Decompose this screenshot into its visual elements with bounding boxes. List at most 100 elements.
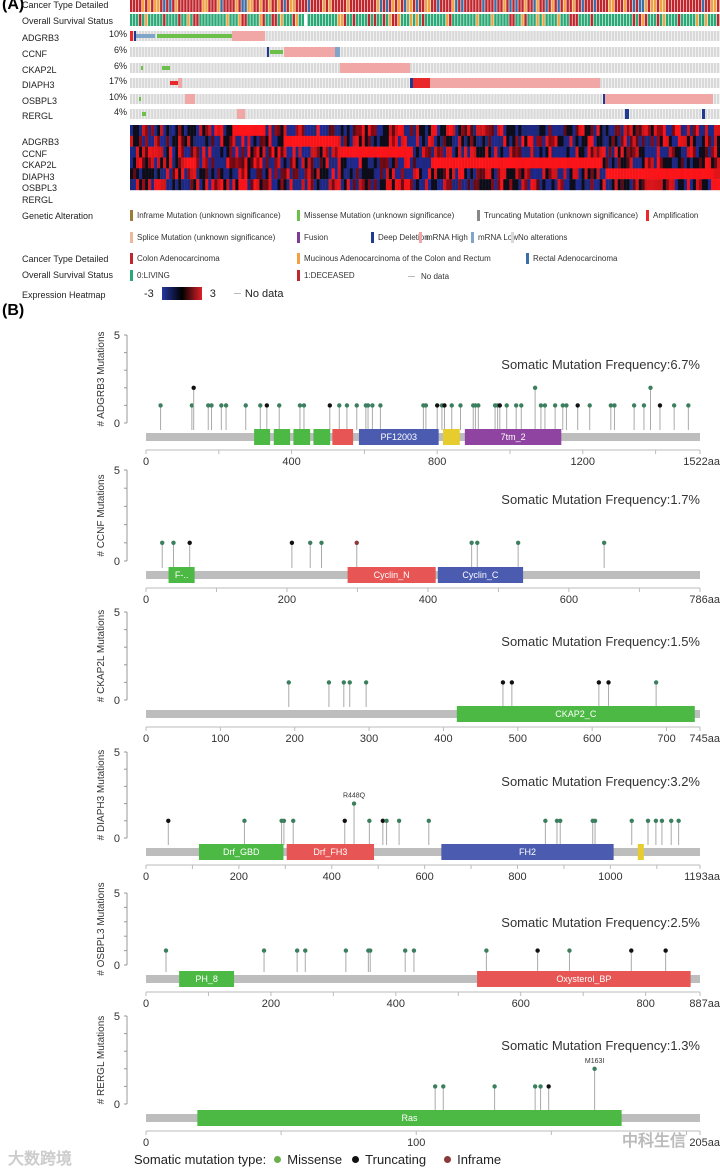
alteration-cell [169, 94, 172, 104]
alteration-cell [662, 78, 666, 88]
alteration-cell [659, 63, 663, 73]
cancer-type-cell [518, 0, 521, 12]
survival-cell [226, 14, 229, 26]
heatmap-cell [268, 157, 272, 169]
survival-cell [623, 14, 627, 26]
heatmap-cell [524, 146, 528, 158]
alteration-cell [425, 31, 428, 41]
alteration-cell [400, 47, 404, 57]
heatmap-cell [668, 125, 673, 137]
alteration-cell [482, 47, 485, 57]
survival-cell [593, 14, 596, 26]
cancer-type-cell [680, 0, 684, 12]
cancer-type-cell [707, 0, 711, 12]
alteration-cell [476, 31, 479, 41]
heatmap-cell [686, 179, 691, 191]
heatmap-cell [220, 157, 224, 169]
heatmap-cell [710, 168, 715, 180]
heatmap-gradient [161, 287, 202, 300]
heatmap-cell [665, 179, 670, 191]
alteration-cell [626, 63, 630, 73]
alteration-cell [340, 94, 344, 104]
alteration-cell [229, 109, 232, 119]
cancer-type-cell [626, 0, 630, 12]
genetic-alteration-legend-item: Splice Mutation (unknown significance) [130, 232, 275, 243]
alteration-cell [205, 78, 208, 88]
alteration-cell [464, 31, 467, 41]
heatmap-cell [539, 125, 543, 137]
alteration-cell [548, 109, 551, 119]
heatmap-cell [605, 125, 609, 137]
alteration-cell [178, 47, 181, 57]
heatmap-cell [235, 125, 239, 137]
heatmap-cell [379, 135, 384, 147]
alteration-cell [518, 31, 521, 41]
alteration-cell [563, 31, 566, 41]
heatmap-cell [238, 168, 242, 180]
lollipop-head [341, 680, 347, 685]
survival-cell [482, 14, 485, 26]
heatmap-cell [647, 135, 651, 147]
cancer-type-cell [647, 0, 651, 12]
heatmap-cell [163, 135, 167, 147]
heatmap-cell [623, 157, 627, 169]
alteration-cell [545, 47, 548, 57]
heatmap-cell [181, 157, 185, 169]
alteration-cell [145, 47, 148, 57]
alteration-cell [148, 109, 151, 119]
heatmap-cell [491, 168, 495, 180]
heatmap-cell [485, 135, 489, 147]
heatmap-cell [446, 146, 450, 158]
heatmap-cell [136, 125, 140, 137]
heatmap-cell [698, 135, 703, 147]
survival-cell [331, 14, 335, 26]
alteration-mark [430, 78, 600, 88]
survival-cell [557, 14, 560, 26]
heatmap-cell [247, 146, 251, 158]
alteration-cell [512, 109, 515, 119]
heatmap-cell [241, 146, 245, 158]
cancer-type-cell [479, 0, 482, 12]
heatmap-cell [587, 146, 591, 158]
alteration-cell [304, 109, 308, 119]
alteration-cell [283, 109, 286, 119]
heatmap-cell [382, 125, 387, 137]
alteration-cell [262, 47, 265, 57]
heatmap-cell [382, 135, 387, 147]
lollipop-head [608, 403, 614, 408]
alteration-cell [512, 94, 515, 104]
alteration-cell [403, 78, 407, 88]
heatmap-cell [566, 125, 570, 137]
heatmap-cell [364, 146, 369, 158]
heatmap-cell [458, 157, 462, 169]
heatmap-cell [340, 168, 344, 180]
alteration-cell [214, 47, 217, 57]
alteration-cell [241, 94, 244, 104]
alteration-cell [539, 47, 542, 57]
alteration-cell [440, 109, 443, 119]
survival-cell [485, 14, 488, 26]
survival-cell [136, 14, 139, 26]
heatmap-cell [470, 125, 474, 137]
alteration-cell [331, 109, 335, 119]
heatmap-cell [211, 146, 215, 158]
lollipop-head [629, 948, 634, 953]
survival-cell [632, 14, 636, 26]
heatmap-cell [169, 125, 173, 137]
heatmap-cell [322, 135, 326, 147]
heatmap-cell [382, 157, 387, 169]
alteration-cell [644, 109, 648, 119]
heatmap-cell [668, 179, 673, 191]
heatmap-cell [692, 168, 697, 180]
alteration-cell [626, 47, 630, 57]
heatmap-cell [193, 157, 197, 169]
alteration-cell [572, 63, 575, 73]
survival-cell [689, 14, 693, 26]
mutation-frequency: Somatic Mutation Frequency:1.3% [501, 1038, 700, 1053]
heatmap-cell [698, 157, 703, 169]
lollipop-panel-diaph3: 50# DIAPH3 Mutations Somatic Mutation Fre… [96, 747, 720, 883]
heatmap-cell [256, 125, 260, 137]
survival-cell [157, 14, 160, 26]
heatmap-cell [139, 146, 143, 158]
heatmap-cell [536, 125, 540, 137]
